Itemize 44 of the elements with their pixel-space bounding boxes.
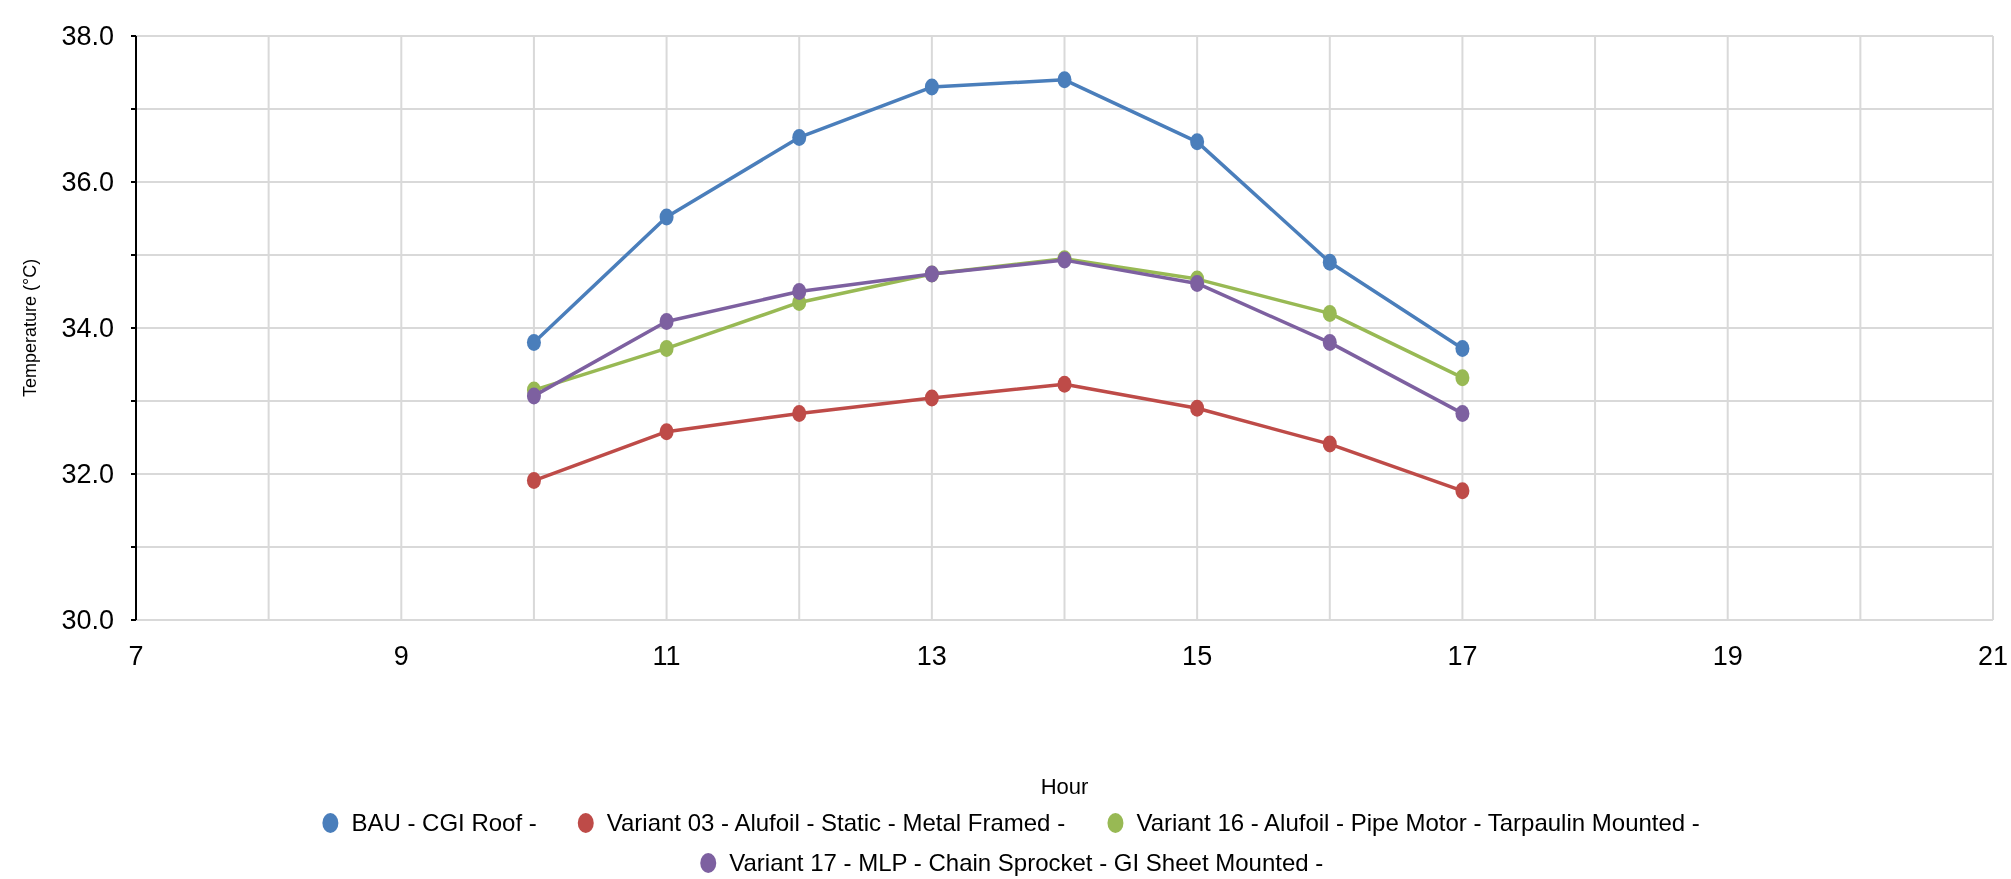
point <box>1455 404 1470 422</box>
point <box>659 312 674 330</box>
legend-label: Variant 16 - Alufoil - Pipe Motor - Tarpaulin Mounted - <box>1136 809 1700 837</box>
x-tick-label: 17 <box>1447 641 1478 671</box>
x-tick-label: 7 <box>128 641 144 671</box>
point <box>792 404 807 422</box>
y-axis-title: Temperature (°C) <box>20 258 40 398</box>
point <box>1190 274 1205 292</box>
point <box>659 423 674 441</box>
legend-label: Variant 17 - MLP - Chain Sprocket - GI Sheet Mounted - <box>729 849 1324 877</box>
x-tick-label: 13 <box>916 641 947 671</box>
point <box>1455 482 1470 500</box>
x-tick-label: 9 <box>393 641 409 671</box>
point <box>1190 399 1205 417</box>
point <box>1057 375 1072 393</box>
point <box>1057 71 1072 89</box>
point <box>1322 334 1337 352</box>
x-tick-label: 11 <box>652 641 681 671</box>
x-tick-label: 15 <box>1182 641 1213 671</box>
point <box>924 389 939 407</box>
point <box>1322 435 1337 453</box>
point <box>1322 253 1337 271</box>
point <box>526 472 541 490</box>
point <box>1190 133 1205 151</box>
y-tick-label: 30.0 <box>61 605 114 636</box>
legend-label: BAU - CGI Roof - <box>351 809 537 837</box>
y-tick-label: 32.0 <box>61 459 114 490</box>
point <box>659 208 674 226</box>
point <box>1455 369 1470 387</box>
point <box>1455 339 1470 357</box>
y-tick-label: 36.0 <box>61 167 114 198</box>
point <box>792 283 807 300</box>
point <box>792 128 807 146</box>
point <box>1322 304 1337 322</box>
point <box>924 78 939 96</box>
x-tick-label: 21 <box>1977 641 2009 671</box>
x-tick-label: 19 <box>1712 641 1743 671</box>
legend-label: Variant 03 - Alufoil - Static - Metal Framed - <box>606 809 1066 837</box>
y-tick-label: 38.0 <box>61 21 114 52</box>
point <box>659 339 674 357</box>
y-tick-label: 34.0 <box>61 313 114 344</box>
point <box>526 334 541 352</box>
x-axis-title: Hour <box>1040 774 1089 799</box>
point <box>526 387 541 405</box>
